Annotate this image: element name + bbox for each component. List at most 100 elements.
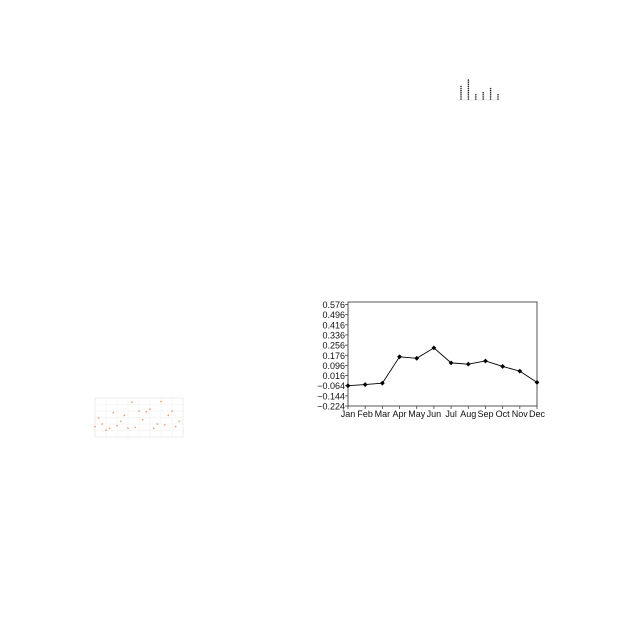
x-axis: Jan Feb Mar Apr May Jun Jul Aug Sep Oct Nov Dec xyxy=(341,406,546,419)
dot-bar-mark xyxy=(460,94,462,96)
scatter-point xyxy=(152,427,155,430)
data-point-jun xyxy=(431,345,437,351)
scatter-point xyxy=(145,410,148,413)
dot-bar-mark xyxy=(467,96,470,98)
dot-bar-mark xyxy=(467,85,470,88)
data-point-mar xyxy=(379,380,385,386)
dot-bar-mark xyxy=(482,98,485,100)
scatter-point xyxy=(130,401,133,404)
dot-bar-mark xyxy=(475,96,477,98)
x-tick-label: Apr xyxy=(393,409,407,419)
dot-bar-mark xyxy=(467,91,470,94)
series-markers xyxy=(345,345,540,389)
scatter-point xyxy=(178,420,181,423)
dot-bar-mark xyxy=(489,89,492,92)
x-tick-label: Aug xyxy=(460,409,476,419)
scatter-point xyxy=(167,414,170,417)
dot-bar-mark xyxy=(497,98,499,100)
x-tick-label: Sep xyxy=(477,409,493,419)
y-tick-label: −0.224 xyxy=(317,402,345,412)
scatter-point xyxy=(94,425,96,428)
dot-bar-mark xyxy=(460,85,462,88)
thumbnail-scatter-chart xyxy=(94,397,184,438)
data-point-aug xyxy=(465,361,471,367)
scatter-point xyxy=(105,429,107,431)
data-point-feb xyxy=(362,382,368,387)
data-point-sep xyxy=(483,358,488,364)
dot-bar-mark xyxy=(482,94,485,96)
data-point-nov xyxy=(517,368,523,374)
y-tick-label: 0.496 xyxy=(322,310,345,320)
scatter-point xyxy=(116,424,118,427)
dot-bar-mark xyxy=(489,94,492,96)
dot-bar-mark xyxy=(489,91,492,94)
scatter-point xyxy=(101,423,104,425)
dot-bar-mark xyxy=(475,98,477,100)
dot-bar-mark xyxy=(467,89,470,92)
scatter-point xyxy=(141,418,144,421)
y-tick-label: 0.416 xyxy=(322,320,345,330)
x-tick-label: Jan xyxy=(341,409,356,419)
x-tick-label: May xyxy=(408,409,426,419)
y-tick-label: 0.176 xyxy=(322,351,345,361)
scatter-point xyxy=(112,411,115,414)
scatter-point xyxy=(97,417,100,419)
dot-bar-mark xyxy=(489,87,492,90)
main-line-chart: 0.5760.4960.4160.3360.2560.1760.0960.016… xyxy=(317,300,545,419)
dot-bar-mark xyxy=(467,83,470,86)
data-point-jul xyxy=(448,360,454,366)
scatter-point xyxy=(127,427,129,430)
dot-bar-mark xyxy=(482,96,485,98)
dot-bar-mark xyxy=(467,98,470,100)
dot-bar-mark xyxy=(460,91,462,94)
dot-bar-mark xyxy=(460,89,462,92)
dot-bar-mark xyxy=(497,94,499,96)
dot-bar-mark xyxy=(482,91,485,94)
dot-bar-mark xyxy=(460,96,462,98)
dot-bar-mark xyxy=(489,98,492,100)
scatter-point xyxy=(123,414,126,417)
data-point-jan xyxy=(345,383,351,389)
dot-bar-mark xyxy=(475,94,477,96)
x-tick-label: Jul xyxy=(445,409,457,419)
dot-bar-mark xyxy=(467,94,470,96)
data-point-dec xyxy=(534,380,540,385)
x-tick-label: Feb xyxy=(357,409,373,419)
scatter-point xyxy=(174,425,177,428)
scatter-point xyxy=(134,426,137,429)
scatter-point xyxy=(138,410,140,412)
thumbnail-dot-bar-chart xyxy=(457,79,500,101)
dot-bar-mark xyxy=(467,87,470,90)
x-tick-label: Mar xyxy=(375,409,391,419)
y-tick-label: 0.576 xyxy=(322,300,345,310)
data-point-apr xyxy=(397,354,402,360)
plot-frame xyxy=(347,301,538,407)
y-tick-label: 0.016 xyxy=(322,371,345,381)
x-tick-label: Jun xyxy=(427,409,442,419)
x-tick-label: Dec xyxy=(529,409,546,419)
y-tick-label: 0.096 xyxy=(322,361,345,371)
y-tick-label: 0.256 xyxy=(322,341,345,351)
dot-bar-mark xyxy=(460,98,462,100)
data-point-oct xyxy=(500,364,506,369)
scatter-point xyxy=(163,423,166,426)
y-tick-label: 0.336 xyxy=(322,330,345,340)
dot-bar-mark xyxy=(489,96,492,98)
x-tick-label: Nov xyxy=(512,409,529,419)
data-point-may xyxy=(414,355,420,361)
scatter-point xyxy=(156,423,159,425)
dot-bar-mark xyxy=(467,79,470,81)
scatter-point xyxy=(108,427,111,430)
scatter-point xyxy=(171,410,173,412)
dot-bar-mark xyxy=(497,96,499,98)
scatter-point xyxy=(160,400,162,403)
dot-bar-mark xyxy=(467,81,470,83)
series-line xyxy=(347,347,538,387)
scatter-point xyxy=(149,408,151,411)
y-tick-label: −0.144 xyxy=(317,391,345,401)
y-axis: 0.5760.4960.4160.3360.2560.1760.0960.016… xyxy=(317,300,348,412)
dot-bar-mark xyxy=(460,87,462,90)
scatter-point xyxy=(119,420,122,423)
x-tick-label: Oct xyxy=(496,409,511,419)
